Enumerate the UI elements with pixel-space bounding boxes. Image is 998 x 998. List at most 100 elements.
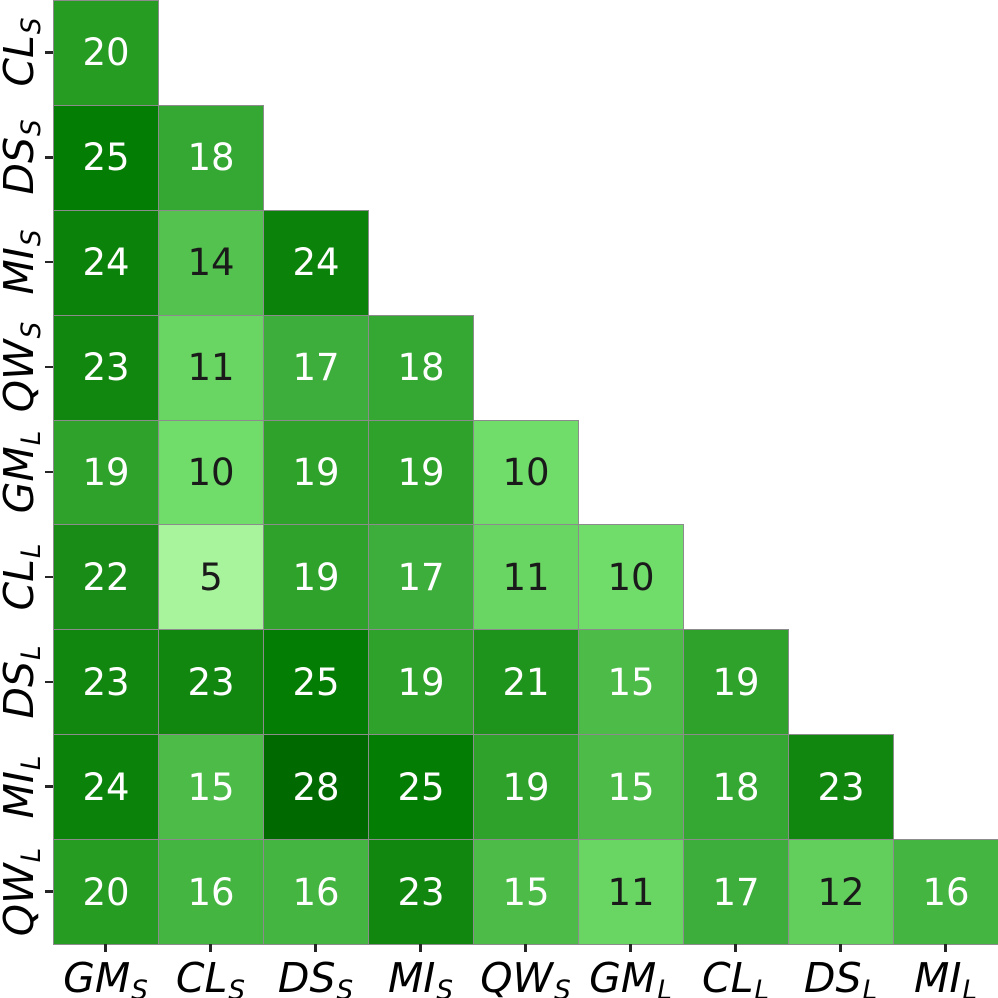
heatmap-cell: 19 <box>368 419 474 526</box>
heatmap-cell: 19 <box>263 524 369 631</box>
axis-label-subscript: S <box>436 975 454 998</box>
y-tick-mark <box>45 575 53 579</box>
x-tick-mark <box>524 944 527 952</box>
x-tick-label: QWS <box>480 958 570 998</box>
axis-label-base: CL <box>0 558 44 611</box>
heatmap-cell-value: 10 <box>607 555 655 599</box>
heatmap-cell: 19 <box>53 419 159 526</box>
heatmap-cell-value: 25 <box>397 765 445 809</box>
heatmap-cell-value: 17 <box>397 555 445 599</box>
heatmap-cell-value: 10 <box>187 450 235 494</box>
heatmap-cell-value: 18 <box>397 346 445 390</box>
heatmap-cell: 14 <box>158 209 264 316</box>
x-tick-label: CLS <box>176 958 245 998</box>
heatmap-cell: 18 <box>158 104 264 211</box>
heatmap-cell: 20 <box>53 0 159 106</box>
heatmap-cell: 12 <box>788 839 894 945</box>
axis-label-subscript: L <box>962 975 978 998</box>
heatmap-cell-value: 24 <box>82 765 130 809</box>
heatmap-cell: 25 <box>53 104 159 211</box>
heatmap-cell: 10 <box>578 524 684 631</box>
y-tick-label: CLS <box>0 17 47 88</box>
x-tick-mark <box>629 944 632 952</box>
heatmap-cell-value: 5 <box>199 555 223 599</box>
x-tick-mark <box>734 944 737 952</box>
heatmap-cell-value: 11 <box>502 555 550 599</box>
heatmap-cell-value: 15 <box>502 870 550 914</box>
heatmap-cell-value: 19 <box>397 660 445 704</box>
x-tick-mark <box>839 944 842 952</box>
axis-label-base: CL <box>701 954 754 998</box>
axis-label-subscript: S <box>16 119 47 137</box>
axis-label-base: DS <box>0 660 44 719</box>
axis-label-base: QW <box>0 339 44 413</box>
axis-label-subscript: S <box>16 17 47 35</box>
heatmap-cell: 23 <box>788 734 894 841</box>
heatmap-cell: 16 <box>158 839 264 945</box>
y-tick-label: QWL <box>0 847 47 935</box>
y-tick-label: MIL <box>0 755 47 819</box>
heatmap-cell-value: 19 <box>502 765 550 809</box>
heatmap-cell-value: 14 <box>187 241 235 285</box>
y-tick-label: DSL <box>0 645 47 719</box>
axis-label-subscript: L <box>16 645 47 660</box>
heatmap-cell: 24 <box>263 209 369 316</box>
y-tick-mark <box>45 680 53 684</box>
heatmap-cell: 21 <box>473 629 579 736</box>
heatmap-cell-value: 17 <box>292 346 340 390</box>
heatmap-cell-value: 20 <box>82 31 130 75</box>
heatmap-cell: 18 <box>368 314 474 421</box>
heatmap-cell: 22 <box>53 524 159 631</box>
y-tick-mark <box>45 260 53 264</box>
heatmap-cell-value: 11 <box>607 870 655 914</box>
heatmap-cell-value: 25 <box>82 136 130 180</box>
x-tick-mark <box>419 944 422 952</box>
x-tick-mark <box>314 944 317 952</box>
axis-label-subscript: L <box>754 975 770 998</box>
heatmap-cell-value: 16 <box>292 870 340 914</box>
y-tick-mark <box>45 785 53 788</box>
heatmap-cell-value: 20 <box>82 870 130 914</box>
heatmap-cell-value: 17 <box>712 870 760 914</box>
x-tick-mark <box>104 944 107 952</box>
heatmap-cell-value: 18 <box>187 136 235 180</box>
heatmap-cell: 28 <box>263 734 369 841</box>
heatmap-cell-value: 19 <box>82 450 130 494</box>
heatmap-cell: 17 <box>263 314 369 421</box>
heatmap-cell: 11 <box>158 314 264 421</box>
heatmap-cell-value: 23 <box>82 346 130 390</box>
heatmap-cell-value: 19 <box>712 660 760 704</box>
axis-label-base: DS <box>803 954 862 998</box>
heatmap-cell-value: 19 <box>397 450 445 494</box>
y-tick-label: CLL <box>0 543 47 611</box>
x-tick-label: MIS <box>388 958 453 998</box>
heatmap-cell: 5 <box>158 524 264 631</box>
heatmap-cell-value: 11 <box>187 346 235 390</box>
axis-label-subscript: S <box>131 975 148 998</box>
heatmap-cell-value: 24 <box>292 241 340 285</box>
y-tick-mark <box>45 365 53 369</box>
heatmap-cell-value: 12 <box>817 870 865 914</box>
axis-label-subscript: S <box>16 229 47 247</box>
x-tick-label: CLL <box>702 958 769 998</box>
heatmap-cell: 23 <box>53 314 159 421</box>
heatmap-cell: 10 <box>158 419 264 526</box>
heatmap-cell-value: 16 <box>187 870 235 914</box>
heatmap-cell: 11 <box>473 524 579 631</box>
heatmap-cell-value: 22 <box>82 555 130 599</box>
axis-label-base: CL <box>0 35 44 88</box>
axis-label-base: MI <box>0 770 44 819</box>
heatmap-cell-value: 23 <box>817 765 865 809</box>
heatmap-cell-value: 16 <box>922 870 970 914</box>
x-tick-mark <box>209 944 212 952</box>
axis-label-base: MI <box>913 954 962 998</box>
x-tick-label: DSS <box>278 958 353 998</box>
heatmap-cell-value: 23 <box>187 660 235 704</box>
y-tick-label: MIS <box>0 229 47 295</box>
heatmap-cell: 17 <box>368 524 474 631</box>
heatmap-cell-value: 23 <box>82 660 130 704</box>
y-tick-mark <box>45 890 53 893</box>
heatmap-cell-value: 10 <box>502 450 550 494</box>
heatmap-cell-value: 15 <box>187 765 235 809</box>
